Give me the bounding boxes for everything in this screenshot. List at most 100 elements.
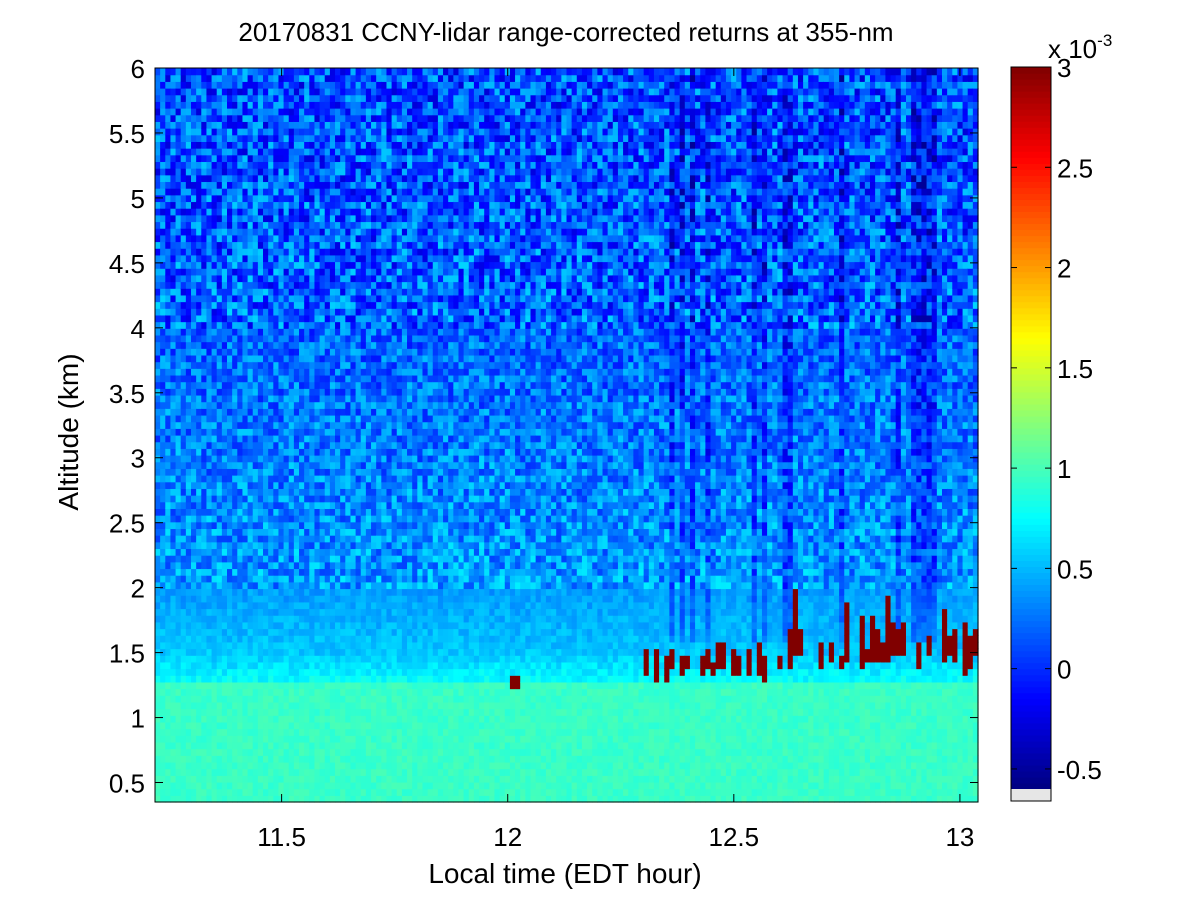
heatmap-cell	[165, 214, 172, 223]
heatmap-cell	[180, 321, 187, 329]
heatmap-cell	[304, 555, 310, 563]
heatmap-cell	[304, 414, 310, 423]
heatmap-cell	[319, 681, 326, 690]
heatmap-cell	[196, 134, 202, 142]
heatmap-cell	[232, 361, 238, 369]
heatmap-cell	[232, 128, 238, 136]
heatmap-cell	[304, 361, 310, 369]
heatmap-cell	[252, 781, 259, 790]
heatmap-cell	[371, 608, 377, 616]
heatmap-cell	[155, 288, 161, 296]
heatmap-cell	[252, 301, 259, 309]
heatmap-cell	[278, 668, 285, 676]
heatmap-cell	[196, 781, 202, 790]
heatmap-cell	[237, 254, 244, 263]
heatmap-cell	[293, 601, 300, 610]
heatmap-cell	[299, 228, 305, 236]
heatmap-cell	[283, 361, 290, 369]
heatmap-cell	[221, 635, 228, 643]
heatmap-cell	[365, 334, 372, 343]
heatmap-cell	[263, 795, 269, 803]
heatmap-cell	[232, 601, 238, 610]
heatmap-cell	[340, 781, 346, 790]
heatmap-cell	[278, 181, 285, 189]
heatmap-cell	[227, 128, 233, 136]
heatmap-cell	[196, 588, 202, 596]
heatmap-cell	[293, 435, 300, 443]
heatmap-cell	[340, 334, 346, 343]
heatmap-cell	[237, 741, 244, 750]
heatmap-cell	[345, 248, 352, 256]
heatmap-cell	[232, 161, 238, 169]
heatmap-cell	[160, 735, 166, 743]
heatmap-cell	[196, 428, 202, 436]
heatmap-cell	[227, 214, 233, 223]
heatmap-cell	[319, 414, 326, 423]
heatmap-cell	[329, 368, 336, 376]
heatmap-cell	[355, 548, 362, 556]
heatmap-cell	[309, 741, 316, 750]
heatmap-cell	[350, 354, 357, 363]
heatmap-cell	[324, 735, 331, 743]
heatmap-cell	[335, 208, 341, 216]
heatmap-cell	[232, 515, 238, 523]
heatmap-cell	[329, 775, 336, 783]
heatmap-cell	[299, 241, 305, 249]
heatmap-cell	[247, 668, 254, 676]
heatmap-cell	[263, 521, 269, 530]
heatmap-cell	[221, 575, 228, 583]
heatmap-cell	[376, 508, 382, 516]
heatmap-cell	[185, 81, 192, 89]
heatmap-cell	[299, 174, 305, 183]
heatmap-cell	[227, 441, 233, 449]
heatmap-cell	[232, 308, 238, 316]
heatmap-cell	[180, 655, 187, 663]
heatmap-cell	[319, 735, 326, 743]
heatmap-cell	[319, 621, 326, 630]
heatmap-cell	[371, 435, 377, 443]
heatmap-cell	[335, 228, 341, 236]
heatmap-cell	[242, 495, 249, 503]
heatmap-cell	[355, 501, 362, 509]
heatmap-cell	[309, 221, 316, 229]
heatmap-cell	[329, 174, 336, 183]
heatmap-cell	[324, 641, 331, 650]
heatmap-cell	[221, 435, 228, 443]
heatmap-cell	[299, 214, 305, 223]
heatmap-cell	[345, 481, 352, 489]
heatmap-cell	[221, 181, 228, 189]
heatmap-cell	[191, 321, 197, 329]
heatmap-cell	[185, 201, 192, 209]
heatmap-cell	[340, 428, 346, 436]
heatmap-cell	[180, 81, 187, 89]
heatmap-cell	[309, 755, 316, 763]
heatmap-cell	[211, 541, 218, 550]
heatmap-cell	[196, 341, 202, 349]
heatmap-cell	[340, 448, 346, 456]
heatmap-cell	[252, 701, 259, 710]
heatmap-cell	[314, 615, 321, 623]
heatmap-cell	[314, 781, 321, 790]
heatmap-cell	[288, 455, 295, 463]
heatmap-cell	[221, 81, 228, 89]
heatmap-cell	[329, 455, 336, 463]
heatmap-cell	[329, 741, 336, 750]
heatmap-cell	[381, 501, 388, 509]
heatmap-cell	[278, 254, 285, 263]
heatmap-cell	[221, 368, 228, 376]
heatmap-cell	[221, 274, 228, 283]
heatmap-cell	[376, 141, 382, 149]
heatmap-cell	[263, 435, 269, 443]
heatmap-cell	[211, 521, 218, 530]
heatmap-cell	[201, 408, 208, 416]
heatmap-cell	[360, 735, 367, 743]
heatmap-cell	[227, 781, 233, 790]
heatmap-cell	[155, 561, 161, 570]
heatmap-cell	[155, 141, 161, 149]
heatmap-cell	[201, 515, 208, 523]
heatmap-cell	[237, 421, 244, 429]
heatmap-cell	[175, 254, 182, 263]
heatmap-cell	[175, 341, 182, 349]
heatmap-cell	[247, 274, 254, 283]
heatmap-cell	[247, 561, 254, 570]
